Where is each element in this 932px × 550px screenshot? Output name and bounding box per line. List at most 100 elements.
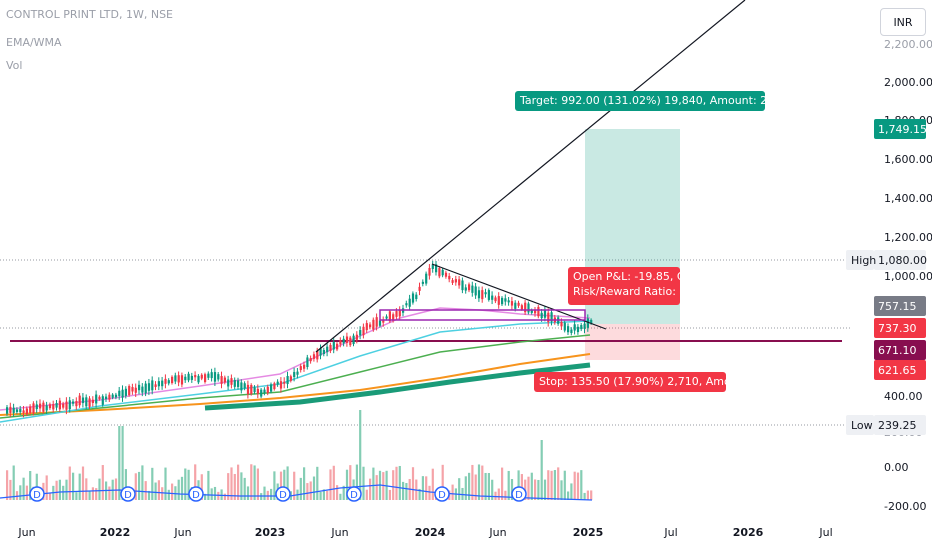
price-badge[interactable] (874, 415, 926, 435)
candle[interactable] (9, 406, 12, 413)
candle[interactable] (111, 394, 114, 398)
candle[interactable] (161, 380, 164, 387)
dividend-marker[interactable] (511, 486, 527, 502)
candle[interactable] (210, 372, 213, 379)
candle[interactable] (223, 377, 226, 383)
candle[interactable] (260, 389, 263, 397)
candle[interactable] (88, 398, 91, 407)
candle[interactable] (576, 326, 580, 333)
candle[interactable] (279, 381, 283, 389)
candle[interactable] (118, 390, 121, 397)
candle[interactable] (547, 312, 550, 323)
candle[interactable] (425, 273, 428, 284)
candle[interactable] (39, 403, 42, 409)
candle[interactable] (312, 354, 316, 359)
candle[interactable] (78, 395, 81, 406)
candle[interactable] (392, 314, 395, 321)
candle[interactable] (220, 376, 223, 384)
candle[interactable] (398, 309, 401, 317)
price-badge[interactable] (874, 119, 926, 139)
candle[interactable] (22, 410, 25, 413)
candle[interactable] (204, 374, 207, 383)
candle[interactable] (256, 388, 259, 394)
candle[interactable] (147, 383, 151, 391)
candle[interactable] (52, 404, 55, 410)
candle[interactable] (395, 311, 398, 317)
candle[interactable] (25, 408, 28, 415)
candle[interactable] (131, 387, 134, 392)
candle[interactable] (58, 400, 61, 410)
candle[interactable] (444, 272, 448, 277)
candle[interactable] (451, 280, 454, 283)
dividend-marker[interactable] (275, 486, 291, 502)
candle[interactable] (484, 292, 487, 295)
dividend-marker[interactable] (188, 486, 204, 502)
candle[interactable] (95, 394, 98, 404)
candle[interactable] (339, 340, 342, 345)
candle[interactable] (385, 316, 388, 319)
candle[interactable] (415, 294, 418, 300)
candle[interactable] (421, 281, 424, 284)
candle[interactable] (68, 400, 71, 410)
pnl-label[interactable] (568, 267, 680, 305)
candle[interactable] (171, 376, 174, 384)
candle[interactable] (81, 397, 85, 404)
candle[interactable] (573, 324, 576, 331)
candle[interactable] (543, 310, 547, 318)
candle[interactable] (378, 320, 382, 326)
candle[interactable] (270, 384, 273, 392)
indicator-volume[interactable]: Vol (6, 59, 23, 72)
candle[interactable] (273, 383, 276, 390)
candle[interactable] (154, 384, 157, 387)
candle[interactable] (494, 297, 497, 302)
candle[interactable] (233, 379, 236, 387)
candle[interactable] (530, 310, 533, 313)
candle[interactable] (487, 290, 490, 300)
dividend-marker[interactable] (120, 486, 136, 502)
candle[interactable] (567, 326, 570, 333)
candle[interactable] (355, 334, 358, 340)
dividend-marker[interactable] (29, 486, 45, 502)
candle[interactable] (190, 375, 193, 380)
candle[interactable] (250, 384, 253, 394)
symbol-title[interactable]: CONTROL PRINT LTD, 1W, NSE (6, 8, 174, 21)
dividend-marker[interactable] (346, 486, 362, 502)
candle[interactable] (375, 317, 378, 327)
candle[interactable] (299, 366, 302, 371)
candle[interactable] (342, 338, 345, 344)
candle[interactable] (501, 297, 504, 305)
candle[interactable] (329, 344, 332, 351)
candle[interactable] (164, 378, 167, 384)
candle[interactable] (174, 375, 177, 382)
price-badge[interactable] (874, 318, 926, 338)
candle[interactable] (72, 401, 75, 404)
candle[interactable] (372, 319, 375, 330)
candle[interactable] (550, 312, 553, 322)
candle[interactable] (319, 348, 322, 356)
candle[interactable] (42, 402, 45, 412)
candle[interactable] (454, 279, 457, 283)
candle[interactable] (283, 381, 286, 384)
candle[interactable] (352, 335, 355, 345)
candle[interactable] (237, 380, 240, 387)
candle[interactable] (194, 375, 197, 378)
dividend-marker[interactable] (434, 486, 450, 502)
price-badge[interactable] (874, 296, 926, 316)
candle[interactable] (435, 264, 438, 273)
candle[interactable] (514, 302, 517, 309)
consolidation-box[interactable] (379, 309, 586, 321)
candle[interactable] (296, 371, 299, 375)
candle[interactable] (563, 322, 566, 331)
candle[interactable] (590, 319, 593, 324)
candle[interactable] (448, 275, 451, 280)
candle[interactable] (286, 376, 289, 385)
candle[interactable] (207, 373, 210, 378)
candle[interactable] (75, 401, 78, 407)
candle[interactable] (560, 321, 563, 327)
candle[interactable] (382, 320, 385, 323)
candle[interactable] (29, 406, 32, 413)
candle[interactable] (309, 358, 312, 362)
candle[interactable] (418, 286, 421, 291)
candle[interactable] (474, 286, 477, 296)
